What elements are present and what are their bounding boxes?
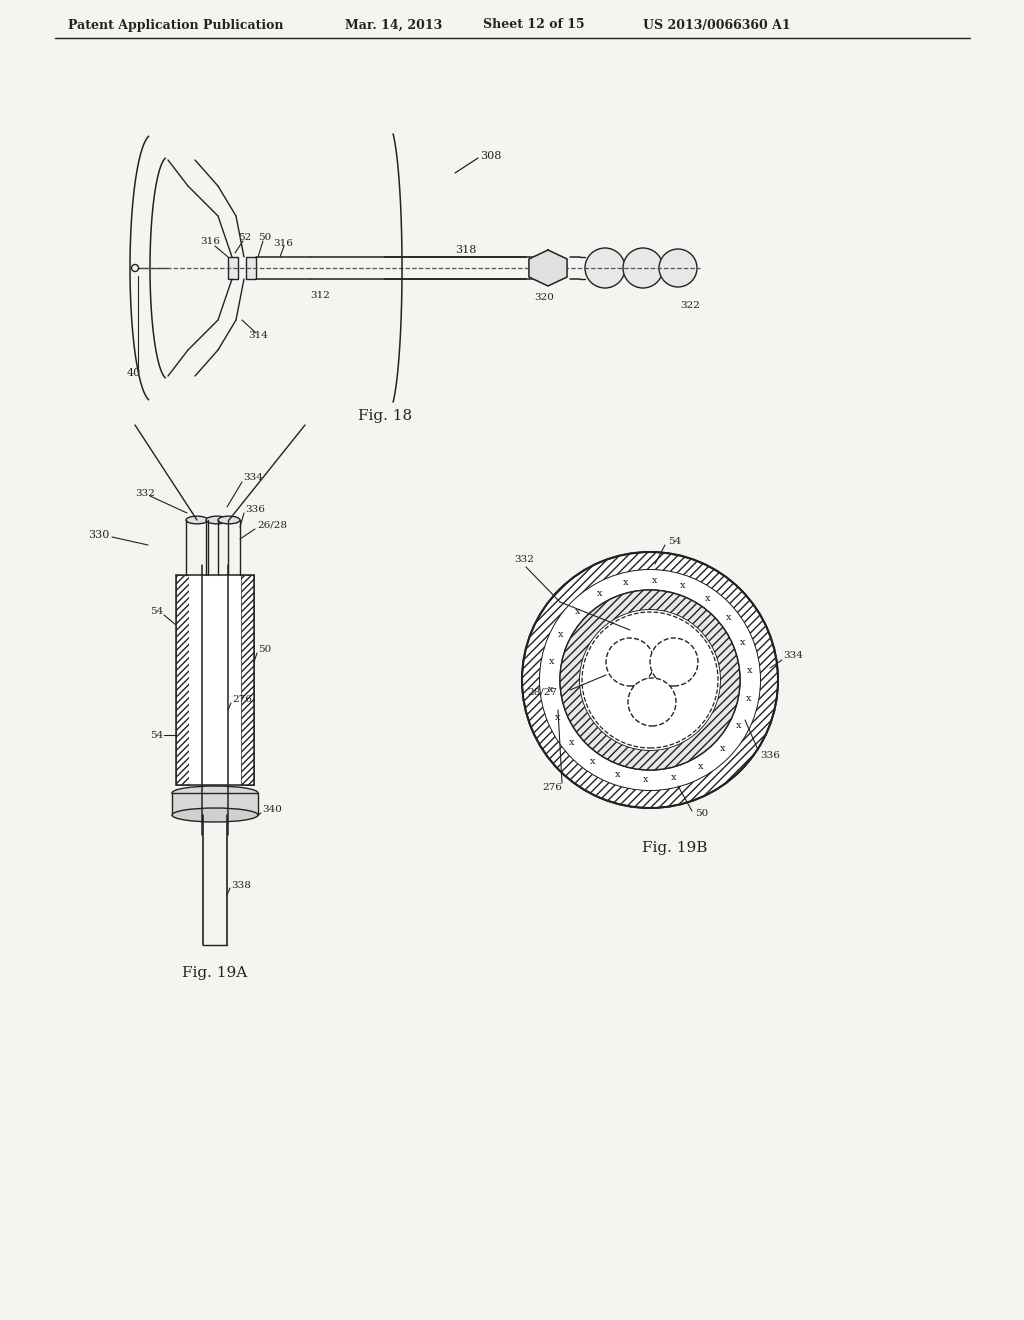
Bar xyxy=(228,257,238,279)
Text: 338: 338 xyxy=(231,880,251,890)
Text: 332: 332 xyxy=(135,488,155,498)
Text: x: x xyxy=(736,721,741,730)
Text: 308: 308 xyxy=(480,150,502,161)
Text: x: x xyxy=(624,578,629,587)
Polygon shape xyxy=(529,249,567,286)
Text: 316: 316 xyxy=(273,239,293,248)
Text: Patent Application Publication: Patent Application Publication xyxy=(68,18,284,32)
Text: x: x xyxy=(555,713,560,722)
Text: x: x xyxy=(597,589,602,598)
Bar xyxy=(241,576,254,785)
Text: 320: 320 xyxy=(534,293,554,302)
Text: x: x xyxy=(745,694,751,704)
Ellipse shape xyxy=(172,785,258,800)
Text: x: x xyxy=(651,576,657,585)
Ellipse shape xyxy=(172,808,258,822)
Text: x: x xyxy=(574,607,580,616)
Circle shape xyxy=(623,248,663,288)
Text: x: x xyxy=(740,638,745,647)
Text: x: x xyxy=(643,775,648,784)
Circle shape xyxy=(628,678,676,726)
Text: 336: 336 xyxy=(760,751,780,759)
Text: 26/28: 26/28 xyxy=(257,520,287,529)
Text: 276: 276 xyxy=(542,784,562,792)
Ellipse shape xyxy=(186,516,208,524)
Text: x: x xyxy=(558,630,563,639)
Ellipse shape xyxy=(218,516,240,524)
Text: 54: 54 xyxy=(150,607,163,616)
Text: x: x xyxy=(746,665,753,675)
Wedge shape xyxy=(540,570,760,789)
Wedge shape xyxy=(560,590,740,770)
Text: 336: 336 xyxy=(245,506,265,515)
Circle shape xyxy=(659,249,697,286)
Text: x: x xyxy=(697,762,703,771)
Text: x: x xyxy=(615,770,621,779)
Text: 314: 314 xyxy=(248,331,268,341)
Bar xyxy=(176,576,189,785)
Text: Mar. 14, 2013: Mar. 14, 2013 xyxy=(345,18,442,32)
Text: 276: 276 xyxy=(232,696,252,705)
Text: 52: 52 xyxy=(238,234,251,243)
Text: 40: 40 xyxy=(127,368,141,378)
Text: x: x xyxy=(590,758,595,766)
Text: x: x xyxy=(569,738,574,747)
Text: x: x xyxy=(720,744,725,754)
Text: 340: 340 xyxy=(262,805,282,814)
Text: 334: 334 xyxy=(783,651,803,660)
Circle shape xyxy=(585,248,625,288)
Text: 50: 50 xyxy=(258,234,271,243)
Text: 332: 332 xyxy=(514,556,534,565)
Text: 312: 312 xyxy=(310,292,330,301)
Ellipse shape xyxy=(206,516,228,524)
Text: x: x xyxy=(672,772,677,781)
Circle shape xyxy=(580,610,720,750)
Bar xyxy=(172,793,258,814)
Text: 318: 318 xyxy=(455,246,476,255)
Text: x: x xyxy=(726,614,731,622)
Text: x: x xyxy=(680,581,685,590)
Text: 28/27: 28/27 xyxy=(527,688,557,697)
Text: 322: 322 xyxy=(680,301,699,310)
Bar xyxy=(246,257,256,279)
Text: 316: 316 xyxy=(200,238,220,247)
Text: x: x xyxy=(705,594,711,603)
Text: x: x xyxy=(549,657,554,667)
Text: x: x xyxy=(548,685,553,694)
Text: Fig. 19B: Fig. 19B xyxy=(642,841,708,855)
Circle shape xyxy=(606,638,654,686)
Text: 54: 54 xyxy=(668,537,681,546)
Text: Fig. 18: Fig. 18 xyxy=(358,409,412,422)
Text: Fig. 19A: Fig. 19A xyxy=(182,966,248,979)
Text: 334: 334 xyxy=(243,474,263,483)
Text: 330: 330 xyxy=(88,531,110,540)
Circle shape xyxy=(650,638,698,686)
Text: 50: 50 xyxy=(258,645,271,655)
Bar xyxy=(189,576,241,785)
Text: US 2013/0066360 A1: US 2013/0066360 A1 xyxy=(643,18,791,32)
Text: 50: 50 xyxy=(695,808,709,817)
Wedge shape xyxy=(522,552,778,808)
Text: 54: 54 xyxy=(150,730,163,739)
Text: Sheet 12 of 15: Sheet 12 of 15 xyxy=(483,18,585,32)
